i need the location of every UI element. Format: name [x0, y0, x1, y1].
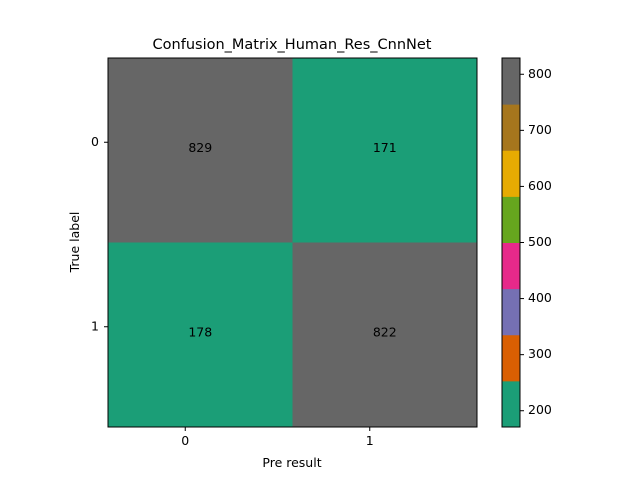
matrix-cell-1-1 [292, 242, 478, 428]
x-tick-label-1: 1 [366, 433, 374, 448]
colorbar-tick-label-5: 700 [528, 122, 552, 137]
cell-value-label-1-1: 822 [373, 324, 397, 339]
colorbar-tick-label-3: 500 [528, 234, 552, 249]
x-axis-label: Pre result [262, 455, 321, 470]
colorbar-tick-label-6: 800 [528, 66, 552, 81]
colorbar-segment-4 [502, 196, 520, 243]
colorbar-segment-1 [502, 334, 520, 382]
matrix-cell-1-0 [108, 242, 293, 428]
colorbar-segment-2 [502, 288, 520, 336]
y-tick-label-0: 0 [91, 134, 99, 149]
colorbar-segment-5 [502, 150, 520, 197]
y-axis: 01 [91, 134, 108, 333]
colorbar-tick-label-0: 200 [528, 402, 552, 417]
cell-value-label-1-0: 178 [188, 324, 212, 339]
colorbar: 200 300 400 500 600 700 800 [501, 57, 552, 428]
colorbar-tick-label-1: 300 [528, 346, 552, 361]
matrix-value-labels: 829 171 178 822 [188, 140, 396, 340]
colorbar-tick-label-4: 600 [528, 178, 552, 193]
cell-value-label-0-0: 829 [188, 140, 212, 155]
matrix-cell-0-0 [108, 58, 293, 243]
chart-title: Confusion_Matrix_Human_Res_CnnNet [153, 37, 432, 53]
colorbar-segment-6 [502, 104, 520, 151]
matrix-cells [108, 58, 478, 428]
colorbar-tick-label-2: 400 [528, 290, 552, 305]
colorbar-segment-0 [502, 380, 520, 428]
x-tick-label-0: 0 [181, 433, 189, 448]
cell-value-label-0-1: 171 [373, 140, 397, 155]
matrix-cell-0-1 [292, 58, 478, 243]
matrix-frame [107, 57, 478, 428]
colorbar-segment-3 [502, 242, 520, 290]
y-tick-label-1: 1 [91, 318, 99, 333]
colorbar-segment-7 [502, 58, 520, 105]
y-axis-label: True label [67, 212, 82, 274]
